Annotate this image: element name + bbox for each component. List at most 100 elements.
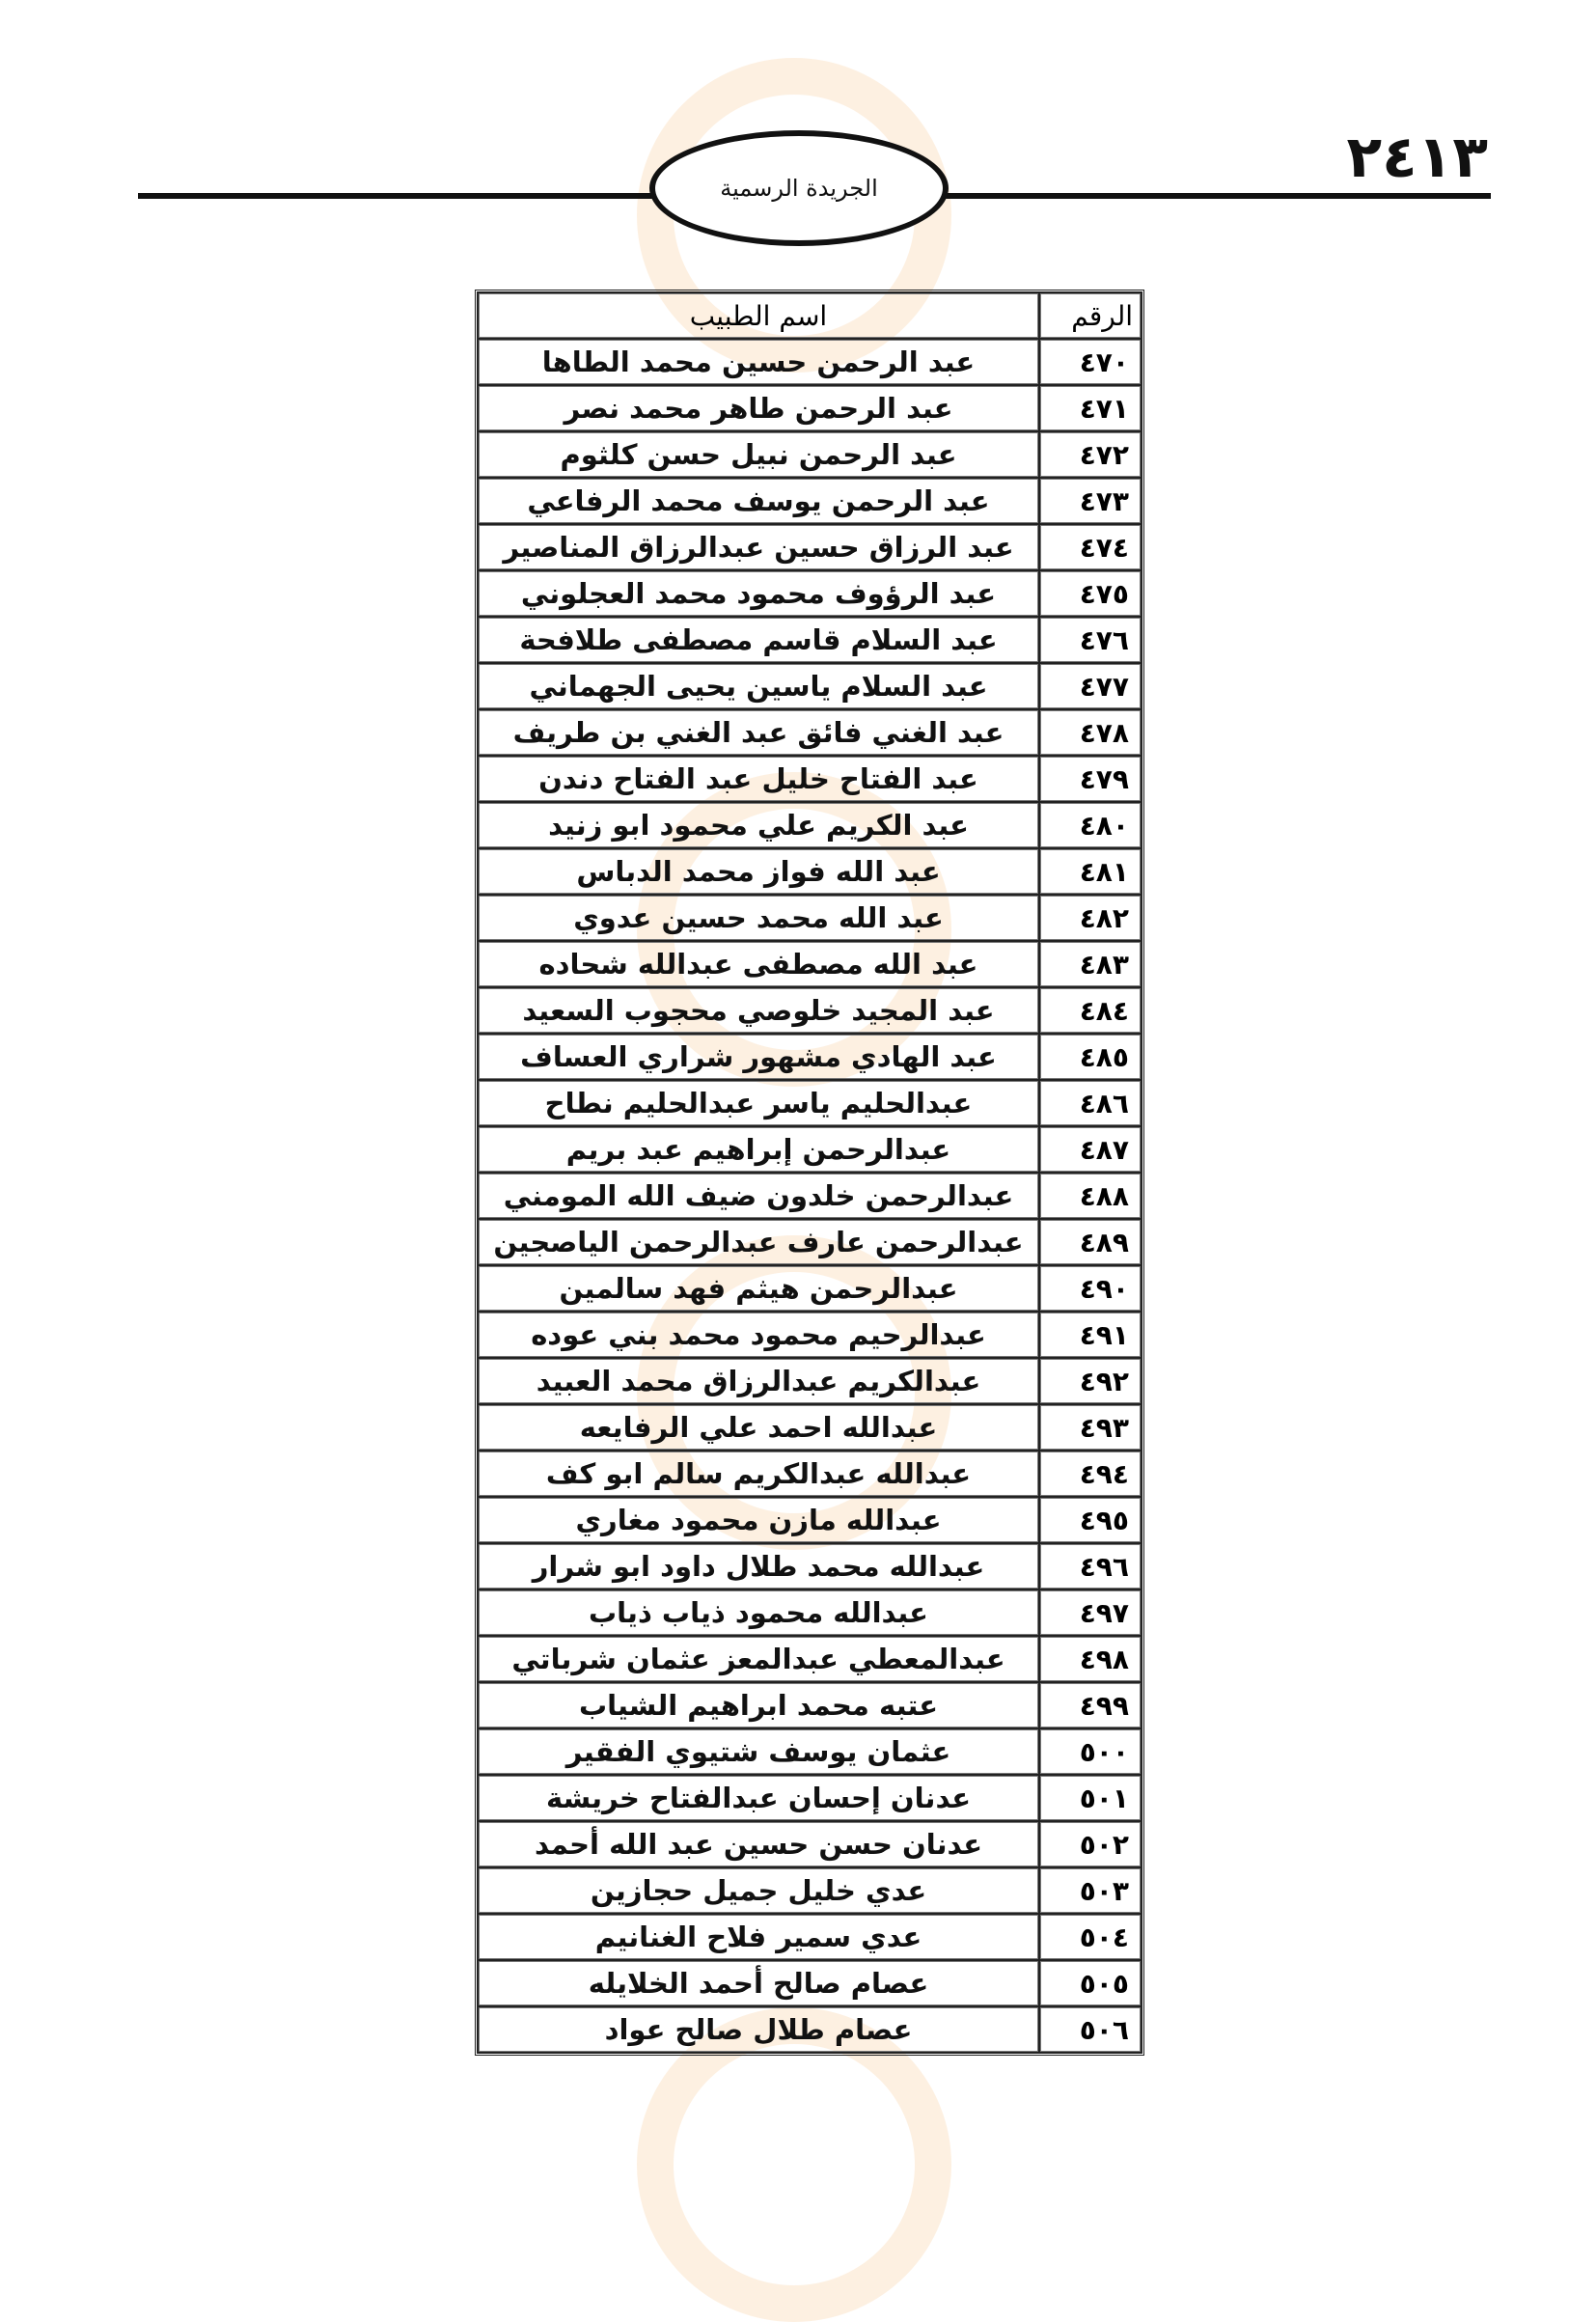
row-number: ٤٨٣ — [1039, 941, 1142, 987]
row-number: ٥٠٣ — [1039, 1867, 1142, 1914]
doctor-name: عبد السلام ياسين يحيى الجهماني — [478, 663, 1039, 709]
table-row: ٤٧٩ عبد الفتاح خليل عبد الفتاح دندن — [478, 756, 1142, 802]
row-number: ٤٩٥ — [1039, 1497, 1142, 1543]
doctor-name: عصام صالح أحمد الخلايله — [478, 1960, 1039, 2006]
doctor-name: عبدالله مازن محمود مغاري — [478, 1497, 1039, 1543]
table-row: ٤٩٠ عبدالرحمن هيثم فهد سالمين — [478, 1265, 1142, 1312]
table-row: ٤٧٦ عبد السلام قاسم مصطفى طلافحة — [478, 617, 1142, 663]
table-row: ٤٧٢ عبد الرحمن نبيل حسن كلثوم — [478, 431, 1142, 478]
column-header-number: الرقم — [1039, 292, 1142, 339]
row-number: ٤٩٦ — [1039, 1543, 1142, 1589]
table-row: ٤٧٥ عبد الرؤوف محمود محمد العجلوني — [478, 570, 1142, 617]
doctor-name: عبد الله مصطفى عبدالله شحاده — [478, 941, 1039, 987]
table-row: ٤٩٣ عبدالله احمد علي الرفايعه — [478, 1404, 1142, 1451]
row-number: ٥٠٦ — [1039, 2006, 1142, 2053]
doctor-name: عبد الرحمن طاهر محمد نصر — [478, 385, 1039, 431]
row-number: ٤٨٤ — [1039, 987, 1142, 1034]
row-number: ٤٩٤ — [1039, 1451, 1142, 1497]
table-row: ٤٨٦ عبدالحليم ياسر عبدالحليم نطاح — [478, 1080, 1142, 1126]
row-number: ٥٠٥ — [1039, 1960, 1142, 2006]
table-row: ٤٩٢ عبدالكريم عبدالرزاق محمد العبيد — [478, 1358, 1142, 1404]
row-number: ٥٠١ — [1039, 1775, 1142, 1821]
doctor-name: عبد الله محمد حسين عدوي — [478, 895, 1039, 941]
table-row: ٤٧٤ عبد الرزاق حسين عبدالرزاق المناصير — [478, 524, 1142, 570]
row-number: ٤٨٥ — [1039, 1034, 1142, 1080]
table-row: ٥٠٣ عدي خليل جميل حجازين — [478, 1867, 1142, 1914]
doctor-name: عبدالرحمن خلدون ضيف الله المومني — [478, 1173, 1039, 1219]
doctor-name: عبد الغني فائق عبد الغني بن طريف — [478, 709, 1039, 756]
row-number: ٥٠٢ — [1039, 1821, 1142, 1867]
row-number: ٤٩٨ — [1039, 1636, 1142, 1682]
table-row: ٤٩٧ عبدالله محمود ذياب ذياب — [478, 1589, 1142, 1636]
doctor-name: عدي سمير فلاح الغنانيم — [478, 1914, 1039, 1960]
table-row: ٤٩٥ عبدالله مازن محمود مغاري — [478, 1497, 1142, 1543]
row-number: ٤٧٤ — [1039, 524, 1142, 570]
table-row: ٥٠٢ عدنان حسن حسين عبد الله أحمد — [478, 1821, 1142, 1867]
doctor-name: عبدالمعطي عبدالمعز عثمان شرباتي — [478, 1636, 1039, 1682]
doctor-name: عبدالله عبدالكريم سالم ابو كف — [478, 1451, 1039, 1497]
row-number: ٤٩١ — [1039, 1312, 1142, 1358]
doctor-name: عبد الرحمن حسين محمد الطاها — [478, 339, 1039, 385]
doctor-name: عبد الفتاح خليل عبد الفتاح دندن — [478, 756, 1039, 802]
publication-title-oval: الجريدة الرسمية — [649, 130, 949, 246]
doctor-name: عبد الرحمن نبيل حسن كلثوم — [478, 431, 1039, 478]
doctor-name: عبد الله فواز محمد الدباس — [478, 848, 1039, 895]
row-number: ٥٠٠ — [1039, 1728, 1142, 1775]
column-header-name: اسم الطبيب — [478, 292, 1039, 339]
doctor-name: عبدالرحمن عارف عبدالرحمن الياصجين — [478, 1219, 1039, 1265]
doctor-name: عبدالكريم عبدالرزاق محمد العبيد — [478, 1358, 1039, 1404]
table-row: ٤٧٠ عبد الرحمن حسين محمد الطاها — [478, 339, 1142, 385]
doctor-name: عدنان إحسان عبدالفتاح خريشة — [478, 1775, 1039, 1821]
table-row: ٤٨٧ عبدالرحمن إبراهيم عبد بريم — [478, 1126, 1142, 1173]
row-number: ٤٧٩ — [1039, 756, 1142, 802]
table-row: ٤٩٩ عتبه محمد ابراهيم الشياب — [478, 1682, 1142, 1728]
table-header-row: الرقم اسم الطبيب — [478, 292, 1142, 339]
row-number: ٤٩٢ — [1039, 1358, 1142, 1404]
row-number: ٤٧٢ — [1039, 431, 1142, 478]
table-row: ٤٨٥ عبد الهادي مشهور شراري العساف — [478, 1034, 1142, 1080]
doctor-name: عبد الهادي مشهور شراري العساف — [478, 1034, 1039, 1080]
row-number: ٤٨٨ — [1039, 1173, 1142, 1219]
row-number: ٤٧٥ — [1039, 570, 1142, 617]
row-number: ٤٧١ — [1039, 385, 1142, 431]
table-row: ٤٩٤ عبدالله عبدالكريم سالم ابو كف — [478, 1451, 1142, 1497]
doctor-name: عتبه محمد ابراهيم الشياب — [478, 1682, 1039, 1728]
doctor-name: عبد الرؤوف محمود محمد العجلوني — [478, 570, 1039, 617]
table-row: ٤٩٦ عبدالله محمد طلال داود ابو شرار — [478, 1543, 1142, 1589]
doctor-name: عدنان حسن حسين عبد الله أحمد — [478, 1821, 1039, 1867]
row-number: ٤٩٩ — [1039, 1682, 1142, 1728]
table-row: ٥٠٦ عصام طلال صالح عواد — [478, 2006, 1142, 2053]
row-number: ٤٨١ — [1039, 848, 1142, 895]
table-row: ٤٧٧ عبد السلام ياسين يحيى الجهماني — [478, 663, 1142, 709]
row-number: ٤٨٧ — [1039, 1126, 1142, 1173]
doctor-name: عدي خليل جميل حجازين — [478, 1867, 1039, 1914]
table-row: ٤٧٣ عبد الرحمن يوسف محمد الرفاعي — [478, 478, 1142, 524]
doctor-name: عبدالرحيم محمود محمد بني عوده — [478, 1312, 1039, 1358]
row-number: ٤٨٦ — [1039, 1080, 1142, 1126]
table-row: ٤٩١ عبدالرحيم محمود محمد بني عوده — [478, 1312, 1142, 1358]
doctor-name: عبد المجيد خلوصي محجوب السعيد — [478, 987, 1039, 1034]
row-number: ٤٧٧ — [1039, 663, 1142, 709]
doctor-name: عبدالله محمود ذياب ذياب — [478, 1589, 1039, 1636]
doctor-name: عبدالحليم ياسر عبدالحليم نطاح — [478, 1080, 1039, 1126]
row-number: ٤٧٣ — [1039, 478, 1142, 524]
row-number: ٤٧٦ — [1039, 617, 1142, 663]
table-row: ٤٧٨ عبد الغني فائق عبد الغني بن طريف — [478, 709, 1142, 756]
page-number: ٢٤١٣ — [1346, 124, 1488, 191]
table-row: ٤٩٨ عبدالمعطي عبدالمعز عثمان شرباتي — [478, 1636, 1142, 1682]
table-row: ٤٨٣ عبد الله مصطفى عبدالله شحاده — [478, 941, 1142, 987]
table-row: ٥٠٤ عدي سمير فلاح الغنانيم — [478, 1914, 1142, 1960]
table-row: ٤٨٤ عبد المجيد خلوصي محجوب السعيد — [478, 987, 1142, 1034]
doctor-name: عثمان يوسف شتيوي الفقير — [478, 1728, 1039, 1775]
doctor-name: عصام طلال صالح عواد — [478, 2006, 1039, 2053]
table-row: ٤٨٩ عبدالرحمن عارف عبدالرحمن الياصجين — [478, 1219, 1142, 1265]
doctors-table: الرقم اسم الطبيب ٤٧٠ عبد الرحمن حسين محمد… — [475, 290, 1144, 2056]
table-row: ٤٨١ عبد الله فواز محمد الدباس — [478, 848, 1142, 895]
row-number: ٤٨٩ — [1039, 1219, 1142, 1265]
row-number: ٤٨٠ — [1039, 802, 1142, 848]
table-row: ٥٠٥ عصام صالح أحمد الخلايله — [478, 1960, 1142, 2006]
table-row: ٤٨٨ عبدالرحمن خلدون ضيف الله المومني — [478, 1173, 1142, 1219]
doctor-name: عبد الرزاق حسين عبدالرزاق المناصير — [478, 524, 1039, 570]
doctor-name: عبد الكريم علي محمود ابو زنيد — [478, 802, 1039, 848]
row-number: ٤٩٠ — [1039, 1265, 1142, 1312]
